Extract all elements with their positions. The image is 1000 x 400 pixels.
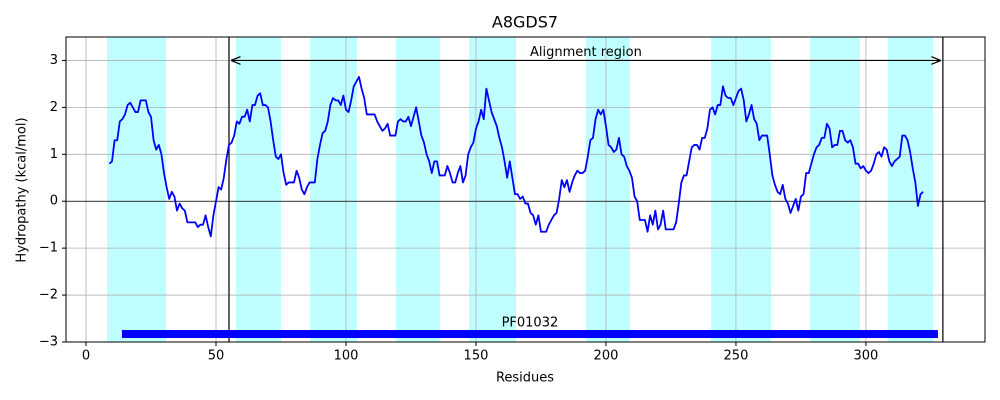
x-tick-label: 300 bbox=[854, 349, 879, 364]
overlay: Alignment region PF01032 bbox=[121, 45, 941, 339]
plot-area bbox=[66, 37, 985, 342]
x-tick-label: 50 bbox=[208, 349, 225, 364]
region-band bbox=[310, 37, 357, 342]
x-tick-label: 100 bbox=[334, 349, 359, 364]
y-tick-label: 1 bbox=[50, 147, 58, 162]
x-tick-label: 0 bbox=[82, 349, 90, 364]
region-band bbox=[888, 37, 934, 342]
axes-frame bbox=[65, 36, 986, 343]
region-band bbox=[468, 37, 517, 342]
y-tick-label: −2 bbox=[39, 288, 58, 303]
y-tick-label: −3 bbox=[39, 335, 58, 350]
region-band bbox=[810, 37, 860, 342]
domain-label: PF01032 bbox=[502, 316, 559, 331]
region-band bbox=[585, 37, 630, 342]
annotation-label: Alignment region bbox=[530, 45, 642, 60]
y-tick-label: −1 bbox=[39, 241, 58, 256]
region-band bbox=[236, 37, 281, 342]
region-band bbox=[710, 37, 772, 342]
region-band bbox=[107, 37, 167, 342]
x-tick-label: 150 bbox=[464, 349, 489, 364]
chart-title: A8GDS7 bbox=[492, 13, 558, 32]
x-tick-label: 200 bbox=[594, 349, 619, 364]
y-axis-label: Hydropathy (kcal/mol) bbox=[15, 117, 30, 262]
x-tick-label: 250 bbox=[724, 349, 749, 364]
y-tick-label: 2 bbox=[50, 100, 58, 115]
y-tick-label: 3 bbox=[50, 53, 58, 68]
hydropathy-line bbox=[108, 75, 924, 238]
domain-bar bbox=[121, 330, 938, 339]
region-band bbox=[395, 37, 441, 342]
y-tick-label: 0 bbox=[50, 194, 58, 209]
x-axis-label: Residues bbox=[496, 371, 554, 386]
